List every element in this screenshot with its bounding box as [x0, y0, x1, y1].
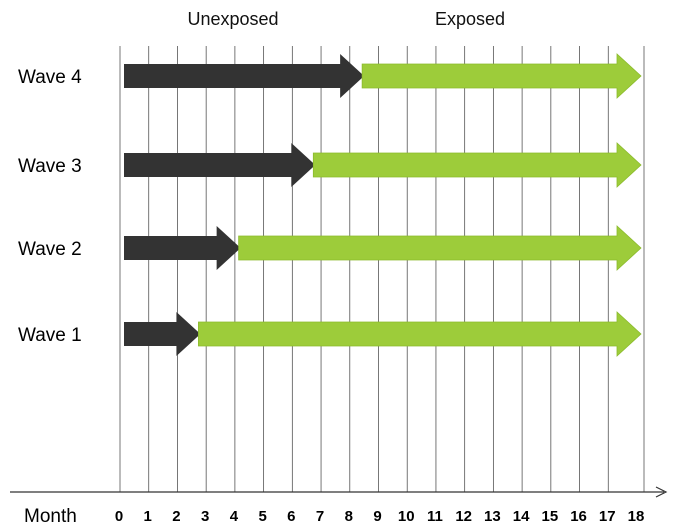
- tick-label-1: 1: [144, 508, 152, 525]
- tick-label-8: 8: [345, 508, 353, 525]
- tick-label-11: 11: [427, 508, 443, 525]
- wave-2-unexposed-arrow: [124, 226, 241, 270]
- tick-label-16: 16: [570, 508, 587, 525]
- tick-label-7: 7: [316, 508, 324, 525]
- x-axis-title: Month: [24, 506, 77, 526]
- tick-label-2: 2: [172, 508, 180, 525]
- month-tick-labels: 0 1 2 3 4 5 6 7 8 9 10 11 12 13 14 15 16 17 18: [115, 508, 645, 525]
- tick-label-0: 0: [115, 508, 123, 525]
- tick-label-15: 15: [541, 508, 558, 525]
- wave-1-label: Wave 1: [18, 325, 82, 346]
- wave-4-exposed-arrow: [361, 53, 642, 99]
- tick-label-13: 13: [484, 508, 501, 525]
- tick-label-12: 12: [455, 508, 472, 525]
- wave-1-exposed-arrow: [198, 311, 642, 357]
- unexposed-header: Unexposed: [187, 9, 278, 29]
- tick-label-5: 5: [258, 508, 266, 525]
- wave-1-unexposed-arrow: [124, 312, 201, 356]
- wave-arrows: [124, 53, 642, 357]
- tick-label-9: 9: [373, 508, 381, 525]
- wave-3-exposed-arrow: [312, 142, 642, 188]
- wave-2-label: Wave 2: [18, 239, 82, 260]
- tick-label-10: 10: [398, 508, 415, 525]
- tick-label-14: 14: [513, 508, 530, 525]
- tick-label-17: 17: [599, 508, 616, 525]
- wave-4-label: Wave 4: [18, 67, 82, 88]
- tick-label-4: 4: [230, 508, 239, 525]
- wave-3-unexposed-arrow: [124, 143, 316, 187]
- wave-4-unexposed-arrow: [124, 54, 365, 98]
- wave-labels: Wave 4 Wave 3 Wave 2 Wave 1: [18, 67, 82, 346]
- wave-2-exposed-arrow: [238, 225, 642, 271]
- x-axis-arrowhead-icon: [655, 486, 668, 498]
- tick-label-6: 6: [287, 508, 295, 525]
- exposed-header: Exposed: [435, 9, 505, 29]
- wave-3-label: Wave 3: [18, 156, 82, 177]
- tick-label-3: 3: [201, 508, 209, 525]
- tick-label-18: 18: [628, 508, 645, 525]
- month-gridlines: [119, 46, 645, 492]
